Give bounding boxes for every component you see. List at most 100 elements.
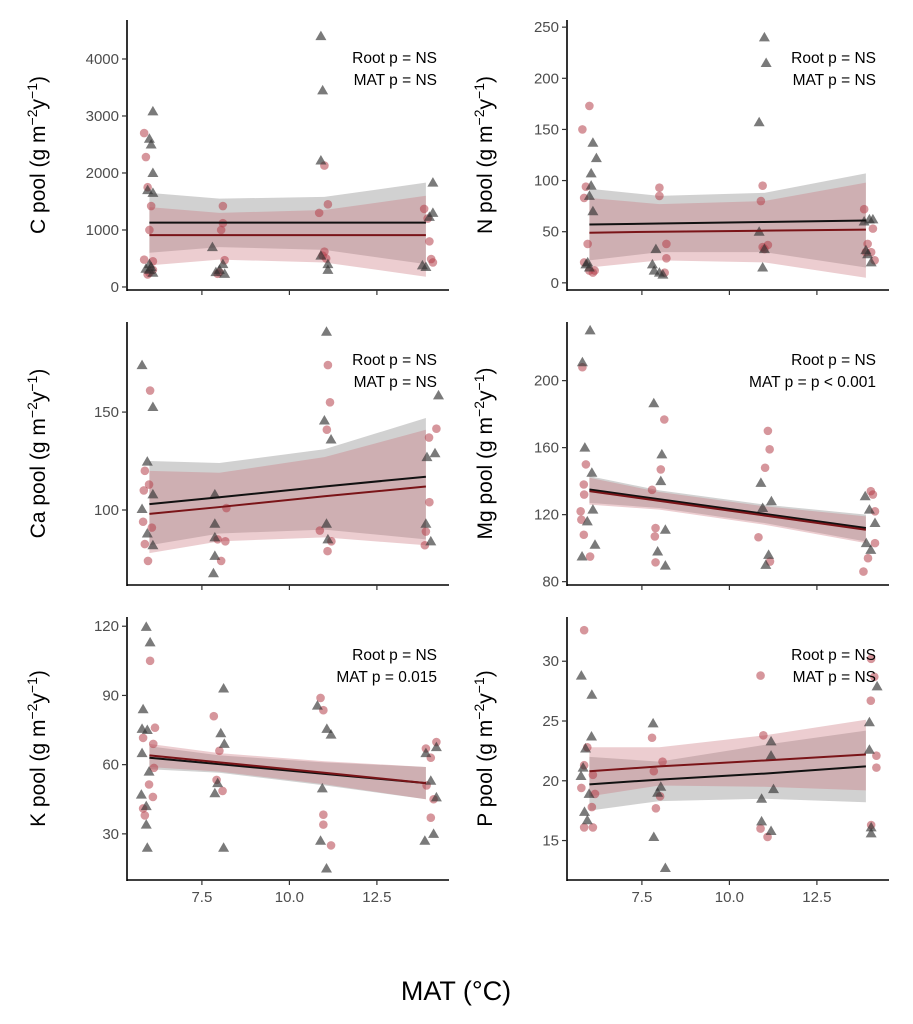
point-other <box>149 763 159 773</box>
y-tick-label: 150 <box>534 121 559 138</box>
point-other <box>145 225 154 235</box>
point-root <box>428 828 440 838</box>
y-tick-label: 250 <box>534 19 559 36</box>
point-root <box>147 539 159 550</box>
point-root <box>147 267 159 277</box>
point-root <box>757 262 769 272</box>
point-other <box>221 537 230 546</box>
point-other <box>581 460 591 469</box>
point-root <box>315 250 327 260</box>
point-root <box>656 448 668 459</box>
point-root <box>756 793 768 803</box>
y-tick-label: 120 <box>534 507 559 524</box>
point-root <box>420 261 432 272</box>
point-other <box>215 746 224 756</box>
point-root <box>135 789 147 799</box>
point-root <box>768 783 779 794</box>
y-tick-label: 120 <box>94 618 119 635</box>
point-root <box>585 167 597 178</box>
point-other <box>651 558 660 567</box>
y-tick-label: 100 <box>534 173 559 190</box>
point-other <box>585 552 595 561</box>
point-other <box>139 486 149 495</box>
point-other <box>758 181 767 190</box>
point-other <box>866 654 876 664</box>
point-other <box>138 517 148 527</box>
point-other <box>651 523 660 533</box>
point-root <box>147 488 159 499</box>
point-root <box>652 545 664 556</box>
point-root <box>585 180 597 190</box>
panel-ca: 100 150 Ca pool (g m−2y−1) Root p = NS MAT p… <box>24 322 449 590</box>
point-root <box>141 724 153 735</box>
point-other <box>579 530 589 540</box>
p-value-annotation: Root p = NS <box>352 647 437 664</box>
point-other <box>319 810 328 820</box>
point-other <box>763 426 773 436</box>
point-root <box>647 717 659 728</box>
point-other <box>426 813 436 823</box>
point-root <box>430 791 442 802</box>
point-root <box>586 731 597 741</box>
point-other <box>868 490 878 499</box>
point-other <box>649 766 659 776</box>
point-root <box>863 716 875 727</box>
p-value-annotation: Root p = NS <box>791 647 876 664</box>
point-other <box>148 739 158 749</box>
point-root <box>576 356 588 367</box>
point-root <box>865 821 877 832</box>
point-root <box>147 105 159 116</box>
point-root <box>137 703 149 714</box>
point-other <box>218 786 227 796</box>
point-root <box>136 359 148 370</box>
p-value-annotation: Root p = NS <box>352 50 437 67</box>
point-root <box>659 560 671 570</box>
point-other <box>868 224 878 233</box>
other-confidence-ribbon <box>149 429 426 554</box>
point-other <box>587 802 597 812</box>
point-other <box>577 515 586 524</box>
root-fit-line <box>149 475 426 506</box>
point-root <box>209 550 221 560</box>
point-root <box>648 397 660 408</box>
y-tick-label: 15 <box>542 833 559 850</box>
point-root <box>325 729 337 739</box>
point-root <box>657 269 669 279</box>
point-root <box>587 137 599 147</box>
point-root <box>765 495 777 506</box>
point-root <box>575 670 587 680</box>
point-other <box>583 239 592 249</box>
point-root <box>209 518 221 528</box>
other-confidence-ribbon <box>149 743 426 800</box>
point-other <box>579 490 589 499</box>
point-root <box>867 213 879 224</box>
point-root <box>765 825 777 835</box>
point-root <box>756 815 768 826</box>
point-other <box>866 696 876 705</box>
y-tick-label: 3000 <box>86 108 119 125</box>
point-root <box>207 567 219 578</box>
point-other <box>658 757 667 766</box>
point-root <box>143 258 155 269</box>
point-root <box>215 727 227 738</box>
point-root <box>758 31 770 42</box>
point-other <box>139 255 149 264</box>
point-other <box>424 433 434 442</box>
x-tick-label: 10.0 <box>275 889 304 906</box>
y-axis-title: K pool (g m−2y−1) <box>24 670 50 827</box>
point-other <box>660 415 669 424</box>
point-other <box>428 258 438 267</box>
point-root <box>321 862 332 873</box>
point-root <box>143 766 155 776</box>
point-other <box>870 538 880 548</box>
point-root <box>145 138 157 149</box>
point-root <box>589 539 601 549</box>
point-root <box>590 152 602 163</box>
point-other <box>754 532 763 542</box>
point-other <box>859 567 868 576</box>
point-other <box>218 201 228 211</box>
point-other <box>143 556 153 566</box>
point-root <box>763 549 775 559</box>
